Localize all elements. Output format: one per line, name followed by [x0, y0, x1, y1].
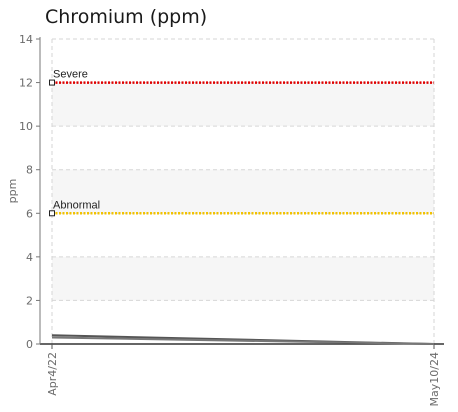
threshold-marker — [49, 79, 55, 86]
y-tick-label: 10 — [19, 120, 33, 133]
x-ticks: Apr4/22 May10/24 — [46, 344, 441, 406]
y-tick-label: 2 — [26, 294, 33, 307]
threshold-label: Abnormal — [53, 199, 100, 211]
y-tick-label: 14 — [19, 33, 33, 46]
shaded-band — [52, 82, 434, 127]
series-line — [51, 336, 435, 345]
x-tick-label: May10/24 — [428, 352, 441, 406]
threshold-marker — [49, 210, 55, 217]
shaded-bands — [52, 82, 434, 301]
x-tick-label: Apr4/22 — [46, 352, 59, 396]
y-tick-label: 12 — [19, 77, 33, 90]
shaded-band — [52, 256, 434, 301]
y-tick-label: 8 — [26, 164, 33, 177]
chart-title: Chromium (ppm) — [45, 6, 208, 28]
threshold-lines: Severe Abnormal — [49, 69, 434, 217]
y-axis-label: ppm — [6, 179, 19, 204]
threshold-label: Severe — [53, 69, 88, 81]
shaded-band — [52, 169, 434, 214]
y-ticks: 0 2 4 6 8 10 12 14 — [19, 33, 40, 351]
grid-lines — [51, 38, 435, 344]
y-tick-label: 4 — [26, 251, 33, 264]
y-tick-label: 0 — [26, 338, 33, 351]
data-series — [51, 334, 435, 345]
y-tick-label: 6 — [26, 207, 33, 220]
